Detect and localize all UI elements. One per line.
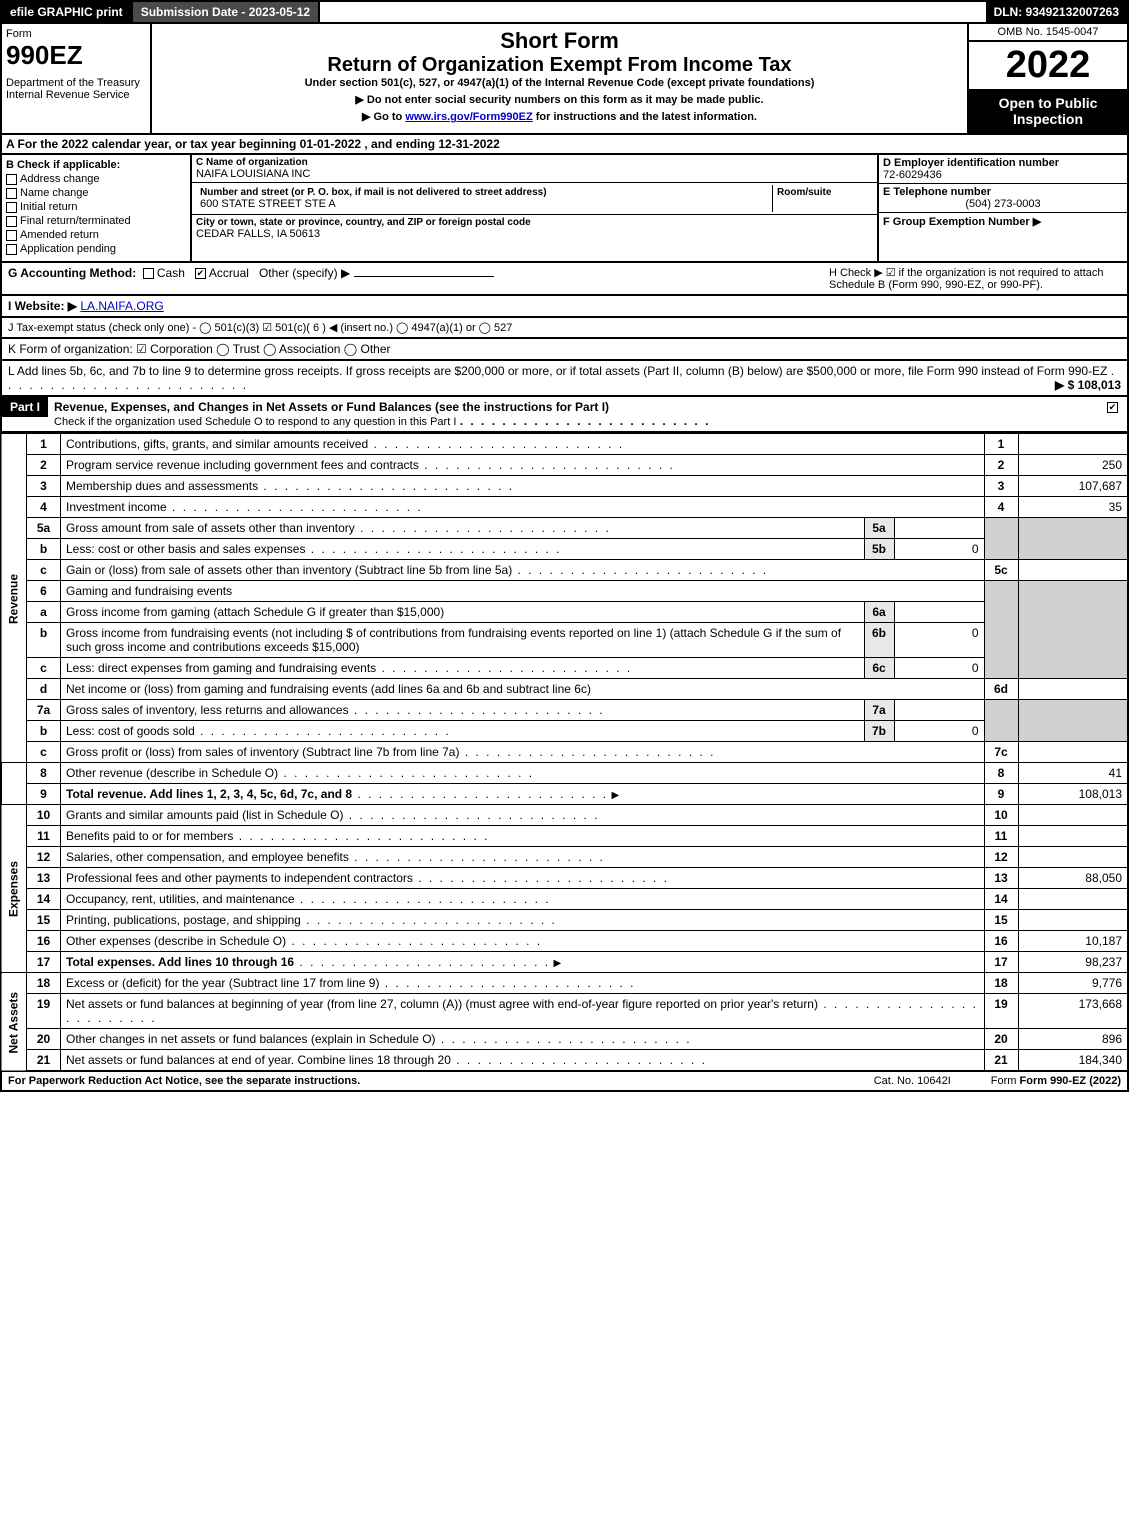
page-footer: For Paperwork Reduction Act Notice, see …: [0, 1072, 1129, 1092]
line20-amount: 896: [1018, 1029, 1128, 1050]
section-a-year: A For the 2022 calendar year, or tax yea…: [0, 135, 1129, 155]
col-b-checkboxes: B Check if applicable: Address change Na…: [2, 155, 192, 261]
form-word: Form: [6, 28, 146, 40]
chk-final[interactable]: [6, 216, 17, 227]
short-form-title: Short Form: [160, 28, 959, 54]
row-l-gross: L Add lines 5b, 6c, and 7b to line 9 to …: [0, 361, 1129, 397]
col-b-title: B Check if applicable:: [6, 159, 186, 171]
lines-table: Revenue 1 Contributions, gifts, grants, …: [0, 433, 1129, 1072]
open-inspection: Open to Public Inspection: [969, 89, 1127, 133]
return-title: Return of Organization Exempt From Incom…: [160, 54, 959, 77]
chk-schedule-o[interactable]: [1107, 402, 1118, 413]
line17-amount: 98,237: [1018, 952, 1128, 973]
dln-label: DLN: 93492132007263: [986, 2, 1127, 22]
chk-cash[interactable]: [143, 268, 154, 279]
line13-amount: 88,050: [1018, 868, 1128, 889]
row-g-h: G Accounting Method: Cash Accrual Other …: [0, 263, 1129, 296]
part1-label: Part I: [2, 397, 48, 417]
city-label: City or town, state or province, country…: [196, 217, 873, 228]
line16-amount: 10,187: [1018, 931, 1128, 952]
instr-goto: ▶ Go to www.irs.gov/Form990EZ for instru…: [160, 110, 959, 123]
line1-amount: [1018, 434, 1128, 455]
line19-amount: 173,668: [1018, 994, 1128, 1029]
chk-initial[interactable]: [6, 202, 17, 213]
org-name-label: C Name of organization: [196, 157, 873, 168]
line2-amount: 250: [1018, 455, 1128, 476]
room-label: Room/suite: [777, 187, 869, 198]
part1-title: Revenue, Expenses, and Changes in Net As…: [54, 400, 609, 414]
form-number: 990EZ: [6, 40, 146, 71]
part1-header: Part I Revenue, Expenses, and Changes in…: [0, 397, 1129, 433]
chk-accrual[interactable]: [195, 268, 206, 279]
row-h-schedule-b: H Check ▶ ☑ if the organization is not r…: [821, 266, 1121, 291]
row-k-org-form: K Form of organization: ☑ Corporation ◯ …: [0, 339, 1129, 361]
part1-subtitle: Check if the organization used Schedule …: [54, 416, 456, 428]
submission-date: Submission Date - 2023-05-12: [133, 2, 320, 22]
line5b-amount: 0: [894, 539, 984, 560]
info-block: B Check if applicable: Address change Na…: [0, 155, 1129, 263]
chk-pending[interactable]: [6, 244, 17, 255]
line4-amount: 35: [1018, 497, 1128, 518]
under-section: Under section 501(c), 527, or 4947(a)(1)…: [160, 77, 959, 89]
line8-amount: 41: [1018, 763, 1128, 784]
revenue-section-label: Revenue: [1, 434, 27, 763]
gross-receipts-amount: ▶ $ 108,013: [1055, 378, 1121, 392]
expenses-section-label: Expenses: [1, 805, 27, 973]
chk-name[interactable]: [6, 188, 17, 199]
ein-value: 72-6029436: [883, 169, 1123, 181]
line3-amount: 107,687: [1018, 476, 1128, 497]
chk-amended[interactable]: [6, 230, 17, 241]
top-bar: efile GRAPHIC print Submission Date - 20…: [0, 0, 1129, 24]
cat-number: Cat. No. 10642I: [874, 1075, 951, 1087]
addr-label: Number and street (or P. O. box, if mail…: [200, 187, 768, 198]
col-c-org: C Name of organization NAIFA LOUISIANA I…: [192, 155, 877, 261]
city-state-zip: CEDAR FALLS, IA 50613: [196, 228, 873, 240]
tel-label: E Telephone number: [883, 186, 1123, 198]
irs-link[interactable]: www.irs.gov/Form990EZ: [405, 111, 532, 123]
dept-label: Department of the Treasury Internal Reve…: [6, 77, 146, 101]
accounting-label: G Accounting Method:: [8, 266, 136, 280]
tax-year: 2022: [969, 42, 1127, 89]
line6c-amount: 0: [894, 658, 984, 679]
line6b-amount: 0: [894, 623, 984, 658]
line7b-amount: 0: [894, 721, 984, 742]
tel-value: (504) 273-0003: [883, 198, 1123, 210]
omb-number: OMB No. 1545-0047: [969, 24, 1127, 42]
instr-ssn: ▶ Do not enter social security numbers o…: [160, 93, 959, 106]
line21-amount: 184,340: [1018, 1050, 1128, 1072]
row-i-website: I Website: ▶ LA.NAIFA.ORG: [0, 296, 1129, 318]
col-d-ids: D Employer identification number 72-6029…: [877, 155, 1127, 261]
line18-amount: 9,776: [1018, 973, 1128, 994]
chk-address[interactable]: [6, 174, 17, 185]
netassets-section-label: Net Assets: [1, 973, 27, 1072]
website-link[interactable]: LA.NAIFA.ORG: [80, 299, 163, 313]
efile-label[interactable]: efile GRAPHIC print: [2, 2, 133, 22]
row-j-tax-status: J Tax-exempt status (check only one) - ◯…: [0, 318, 1129, 339]
group-exemption-label: F Group Exemption Number ▶: [883, 215, 1123, 228]
form-footer-id: Form Form 990-EZ (2022): [991, 1075, 1121, 1087]
street-address: 600 STATE STREET STE A: [200, 198, 768, 210]
org-name: NAIFA LOUISIANA INC: [196, 168, 873, 180]
paperwork-notice: For Paperwork Reduction Act Notice, see …: [8, 1075, 834, 1087]
form-header: Form 990EZ Department of the Treasury In…: [0, 24, 1129, 135]
ein-label: D Employer identification number: [883, 157, 1123, 169]
line9-amount: 108,013: [1018, 784, 1128, 805]
